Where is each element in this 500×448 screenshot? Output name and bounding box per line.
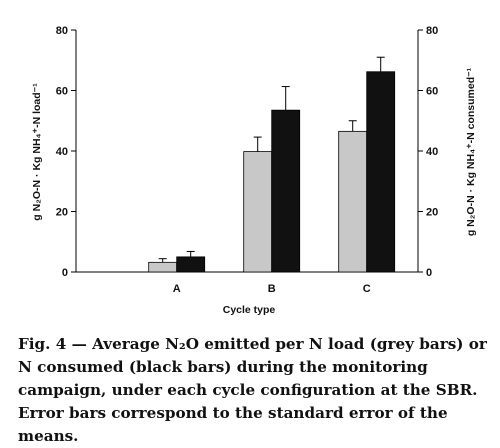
x-axis-label: Cycle type: [223, 304, 276, 316]
y-axis-label-right: g N₂O-N · Kg NH₄⁺-N consumed⁻¹: [465, 67, 477, 236]
x-tick-label: A: [173, 283, 181, 295]
figure-caption: Fig. 4 — Average N₂O emitted per N load …: [18, 333, 488, 448]
y-tick-label-left: 0: [62, 267, 68, 279]
bar-grey: [243, 151, 273, 273]
caption-text: Average N₂O emitted per N load (grey bar…: [18, 335, 487, 445]
figure-chart: 0 0 20 20 40 40 60 60 80 80 A B C Cycle type g N₂O-N…: [31, 25, 477, 316]
x-tick-label: C: [363, 283, 371, 295]
bar-black: [176, 256, 206, 273]
y-tick-label-right: 20: [426, 207, 438, 219]
bar-grey: [148, 261, 178, 273]
bar-black: [271, 109, 301, 273]
figure-label: Fig. 4: [18, 335, 67, 353]
bars: [148, 56, 396, 273]
y-axis-label-left: g N₂O-N · Kg NH₄⁺-N load⁻¹: [31, 83, 43, 221]
caption-dash: —: [66, 335, 93, 353]
y-tick-label-left: 20: [56, 207, 68, 219]
y-tick-label-right: 40: [426, 146, 438, 158]
y-tick-label-right: 80: [426, 25, 438, 37]
x-tick-label: B: [268, 283, 276, 295]
y-tick-label-right: 0: [426, 267, 432, 279]
bar-black: [366, 71, 396, 273]
y-tick-label-left: 40: [56, 146, 68, 158]
y-tick-label-left: 60: [56, 86, 68, 98]
axes: 0 0 20 20 40 40 60 60 80 80 A B C: [56, 25, 439, 295]
labels: Cycle type g N₂O-N · Kg NH₄⁺-N load⁻¹ g …: [31, 67, 477, 316]
bar-grey: [338, 130, 368, 273]
y-tick-label-right: 60: [426, 86, 438, 98]
y-tick-label-left: 80: [56, 25, 68, 37]
